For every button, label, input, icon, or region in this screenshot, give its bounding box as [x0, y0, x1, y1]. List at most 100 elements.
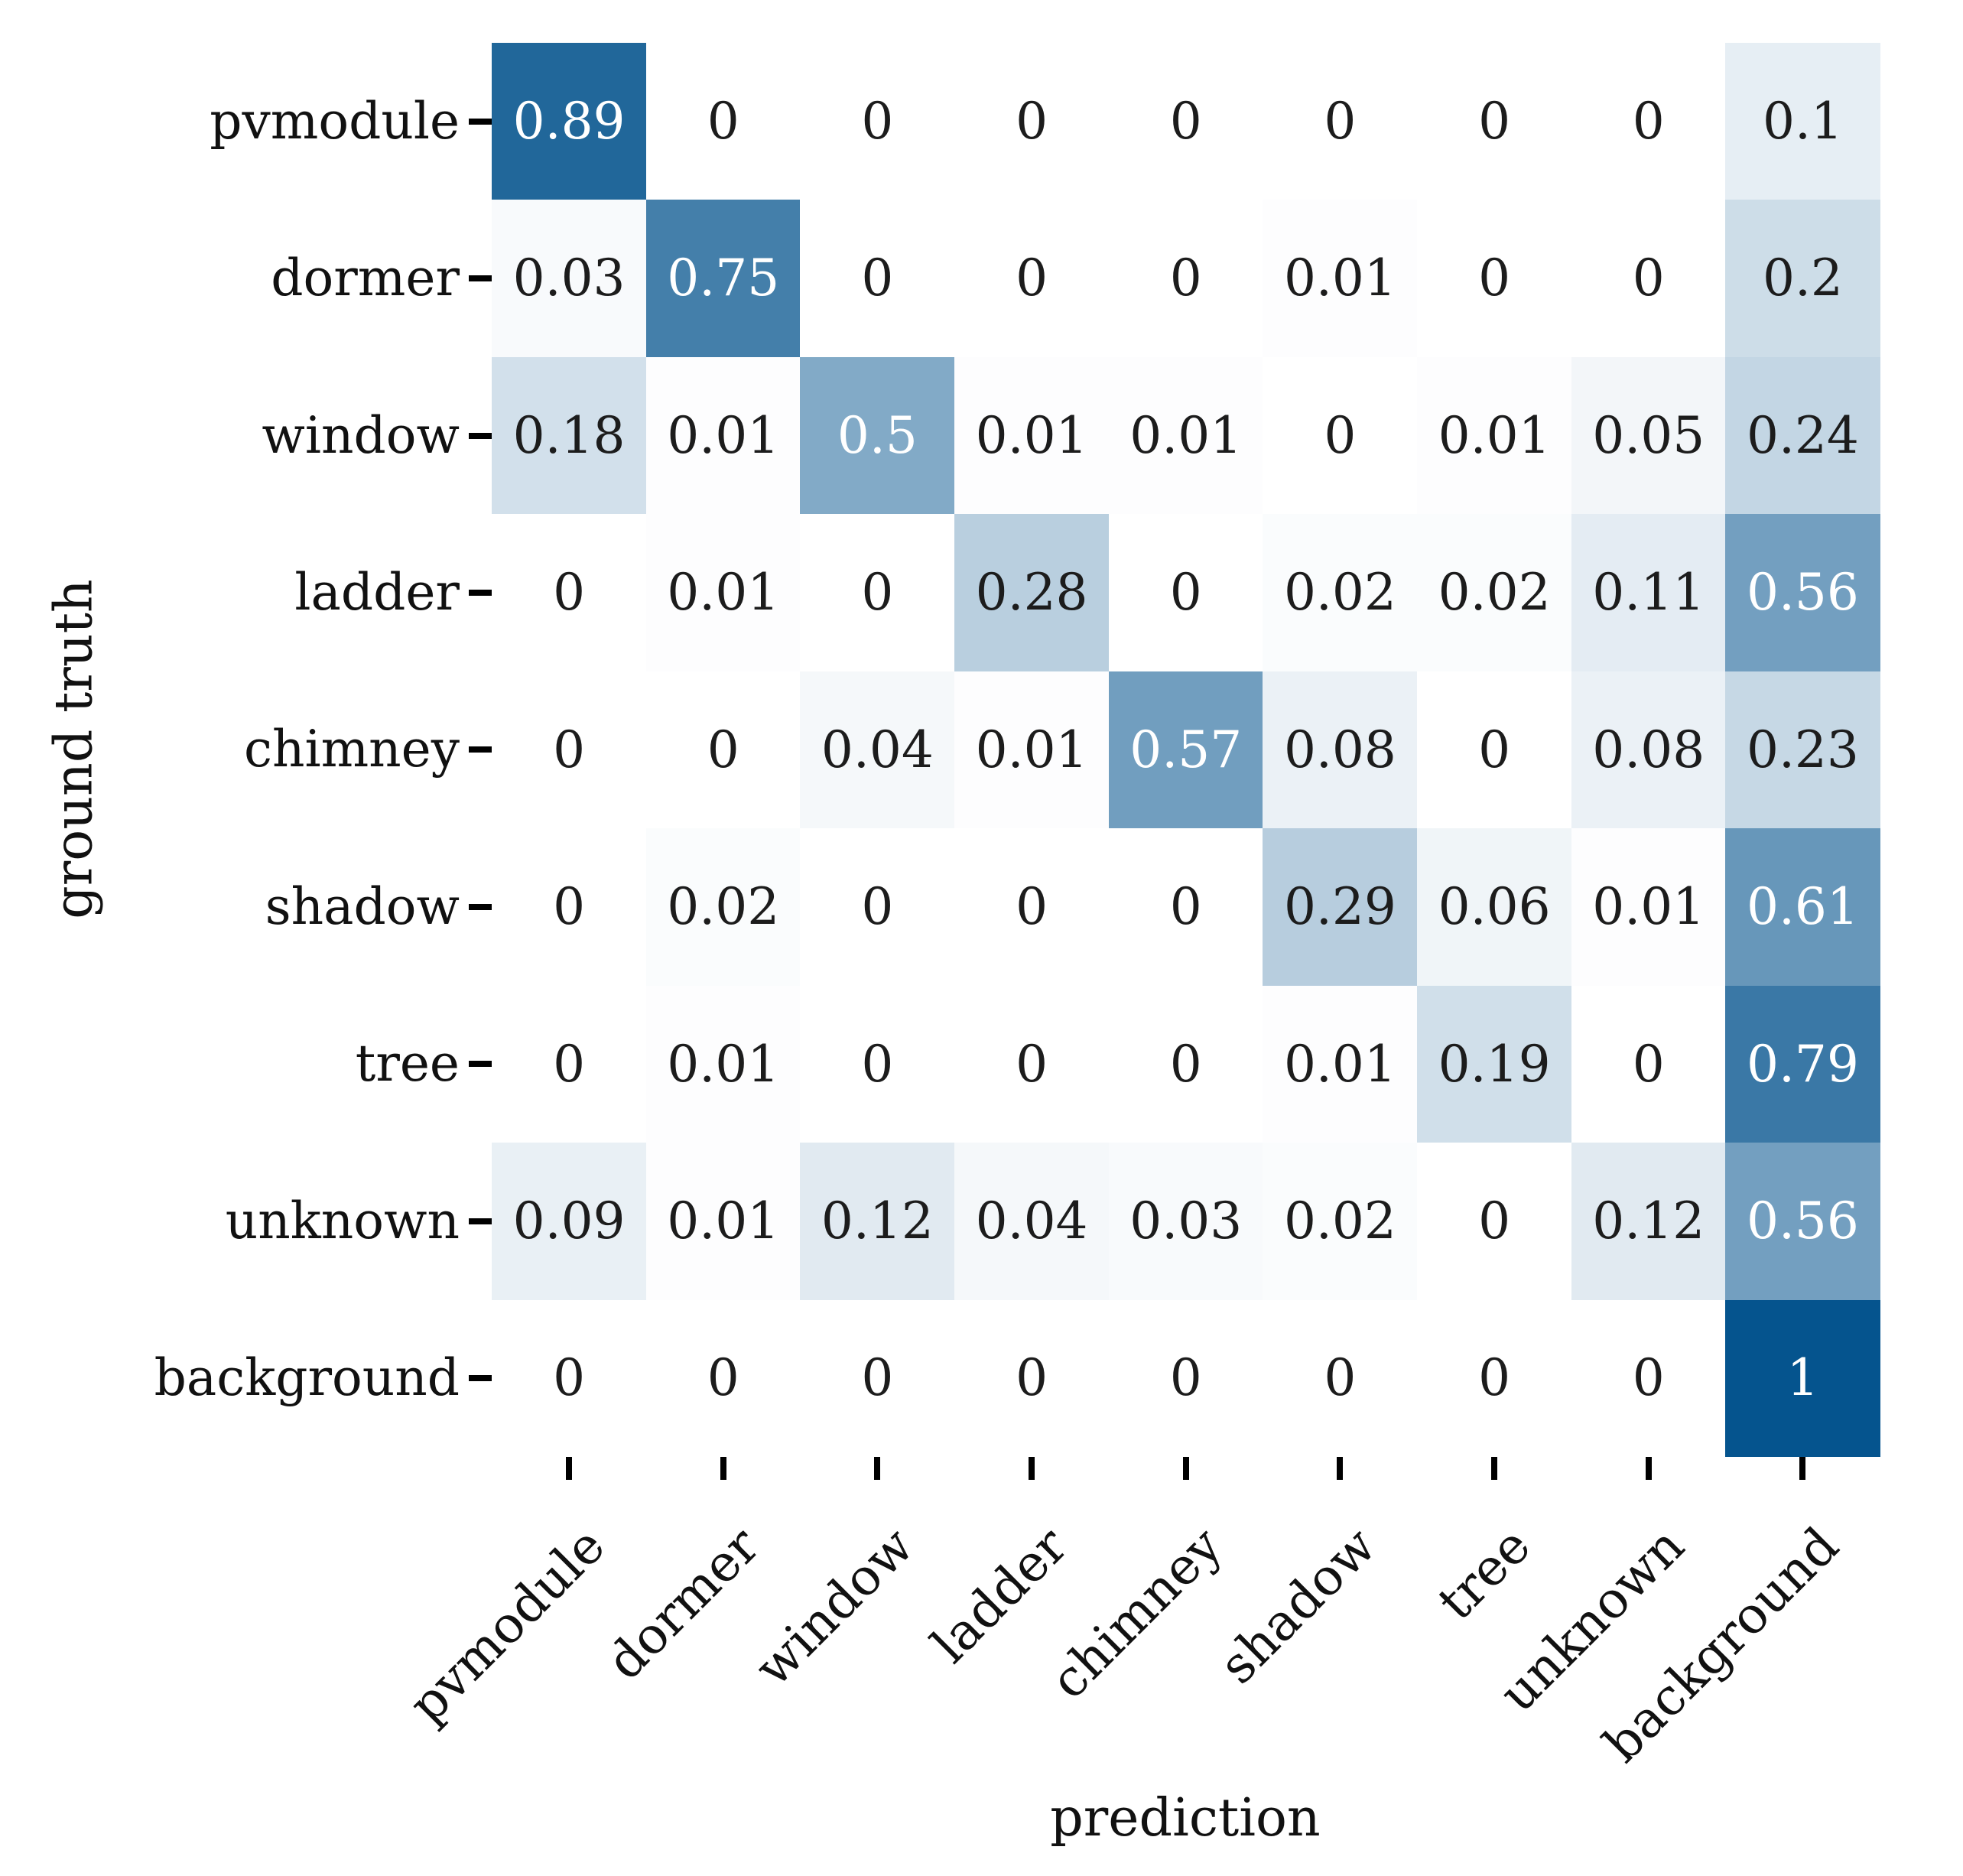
cell-value: 0.03 [512, 249, 626, 308]
heatmap-cell: 0.61 [1725, 828, 1880, 987]
heatmap-cell: 0 [954, 828, 1110, 987]
heatmap-cell: 0.24 [1725, 356, 1880, 515]
heatmap-cell: 0 [1417, 1299, 1572, 1458]
heatmap-cell: 0 [492, 828, 647, 987]
cell-value: 0 [1169, 563, 1202, 623]
heatmap-cell: 0.18 [492, 356, 647, 515]
y-tick-label: unknown [225, 1191, 460, 1250]
heatmap-cell: 0 [800, 828, 955, 987]
heatmap-cell: 0.08 [1571, 671, 1726, 829]
cell-value: 0 [1478, 1192, 1511, 1251]
cell-value: 0.01 [975, 405, 1088, 465]
cell-value: 0 [553, 1348, 586, 1408]
heatmap-cell: 0.01 [954, 356, 1110, 515]
cell-value: 0.75 [667, 249, 780, 308]
cell-value: 0 [1324, 91, 1357, 151]
cell-value: 0 [861, 1348, 894, 1408]
cell-value: 0.08 [1592, 720, 1705, 779]
heatmap-cell: 0.01 [1417, 356, 1572, 515]
cell-value: 0 [861, 563, 894, 623]
heatmap-cell: 0 [1263, 356, 1418, 515]
heatmap-cell: 0.02 [1417, 514, 1572, 672]
heatmap-cell: 0 [492, 514, 647, 672]
heatmap-cell: 0.11 [1571, 514, 1726, 672]
cell-value: 0.12 [1592, 1192, 1705, 1251]
x-tick [720, 1456, 726, 1480]
heatmap-cell: 0 [954, 985, 1110, 1143]
cell-value: 0 [1478, 1348, 1511, 1408]
cell-value: 0.03 [1129, 1192, 1243, 1251]
x-tick [1799, 1456, 1806, 1480]
cell-value: 0 [1632, 1348, 1665, 1408]
heatmap-cell: 0 [492, 671, 647, 829]
y-axis-title: ground truth [44, 579, 105, 919]
y-tick-label: ladder [294, 563, 460, 623]
heatmap-cell: 0.01 [645, 1143, 801, 1301]
cell-value: 0 [861, 877, 894, 937]
cell-value: 0 [1632, 1034, 1665, 1094]
y-tick-label: background [154, 1348, 460, 1408]
heatmap-cell: 0 [1108, 514, 1263, 672]
heatmap-cell: 0 [1108, 828, 1263, 987]
heatmap-cell: 0.02 [1263, 514, 1418, 672]
y-tick-label: shadow [265, 876, 460, 936]
heatmap-cell: 0.01 [645, 514, 801, 672]
cell-value: 0 [1016, 877, 1048, 937]
heatmap-cell: 0 [1263, 1299, 1418, 1458]
cell-value: 0 [1169, 1034, 1202, 1094]
cell-value: 0 [553, 877, 586, 937]
heatmap-cell: 0.19 [1417, 985, 1572, 1143]
heatmap-cell: 0.12 [1571, 1143, 1726, 1301]
cell-value: 0 [1016, 1348, 1048, 1408]
heatmap-cell: 0.03 [492, 200, 647, 358]
heatmap-cell: 0.02 [645, 828, 801, 987]
cell-value: 0.04 [821, 720, 934, 779]
cell-value: 0.2 [1762, 249, 1843, 308]
cell-value: 0 [1632, 249, 1665, 308]
cell-value: 0 [861, 1034, 894, 1094]
cell-value: 0.01 [1438, 405, 1551, 465]
heatmap-cell: 0 [1108, 1299, 1263, 1458]
y-tick-label: chimney [243, 720, 460, 779]
heatmap-cell: 0.23 [1725, 671, 1880, 829]
heatmap-cell: 0.28 [954, 514, 1110, 672]
cell-value: 0 [1478, 91, 1511, 151]
x-tick-label: window [743, 1516, 925, 1698]
y-tick [469, 1375, 492, 1382]
cell-value: 0.28 [975, 563, 1088, 623]
cell-value: 0.79 [1746, 1034, 1859, 1094]
cell-value: 0.01 [667, 1192, 780, 1251]
heatmap-cell: 0.01 [954, 671, 1110, 829]
cell-value: 0.01 [1283, 249, 1396, 308]
heatmap-cell: 0.12 [800, 1143, 955, 1301]
heatmap-cell: 0 [1417, 43, 1572, 200]
heatmap-cell: 0 [800, 200, 955, 358]
cell-value: 0.18 [512, 405, 626, 465]
y-tick [469, 1218, 492, 1224]
cell-value: 0 [1324, 1348, 1357, 1408]
cell-value: 0 [1169, 91, 1202, 151]
cell-value: 0.02 [1438, 563, 1551, 623]
cell-value: 0 [553, 720, 586, 779]
heatmap-cell: 0 [800, 1299, 955, 1458]
cell-value: 0.23 [1746, 720, 1859, 779]
x-tick [1490, 1456, 1497, 1480]
x-tick [1182, 1456, 1189, 1480]
heatmap-cell: 0 [1571, 200, 1726, 358]
heatmap-cell: 0 [1571, 1299, 1726, 1458]
cell-value: 0 [1016, 91, 1048, 151]
cell-value: 0 [1169, 1348, 1202, 1408]
cell-value: 0.01 [1592, 877, 1705, 937]
heatmap-cell: 0 [800, 985, 955, 1143]
heatmap-cell: 0.01 [645, 356, 801, 515]
heatmap-cell: 0 [1108, 985, 1263, 1143]
heatmap-cell: 1 [1725, 1299, 1880, 1458]
cell-value: 0.89 [512, 91, 626, 151]
cell-value: 0 [1169, 877, 1202, 937]
cell-value: 0.12 [821, 1192, 934, 1251]
cell-value: 0.01 [667, 405, 780, 465]
heatmap-cell: 0.01 [1263, 200, 1418, 358]
heatmap-cell: 0 [1417, 200, 1572, 358]
x-tick-label: ladder [920, 1516, 1079, 1675]
